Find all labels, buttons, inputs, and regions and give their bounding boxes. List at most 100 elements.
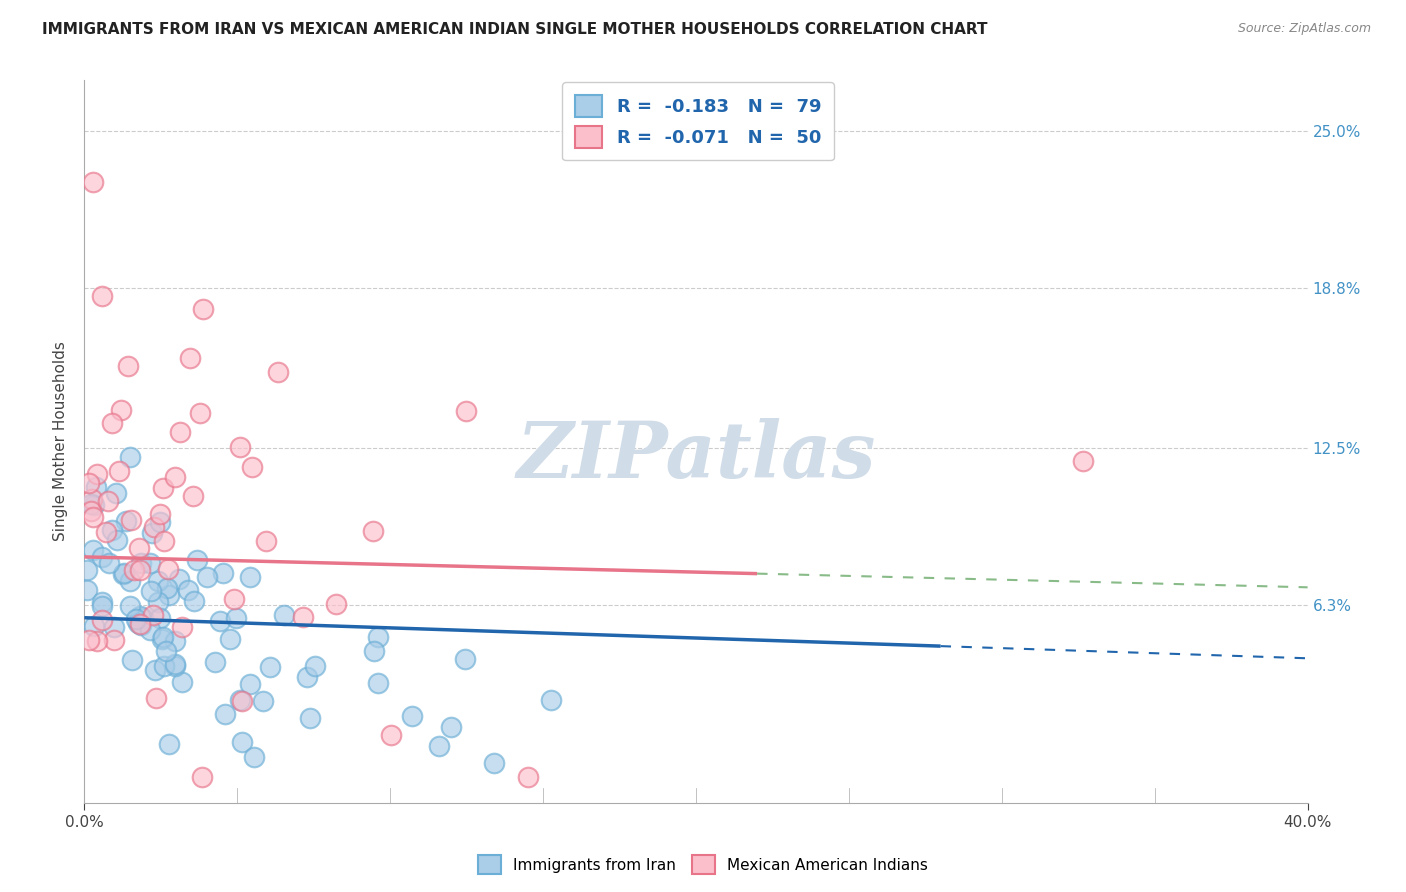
- Point: [127, 616, 149, 631]
- Point: [142, 520, 165, 534]
- Point: [219, 632, 242, 646]
- Point: [163, 469, 186, 483]
- Point: [157, 738, 180, 752]
- Point: [107, 464, 129, 478]
- Point: [91, 599, 114, 613]
- Point: [97, 494, 120, 508]
- Point: [125, 612, 148, 626]
- Point: [138, 556, 160, 570]
- Point: [103, 633, 125, 648]
- Point: [186, 553, 208, 567]
- Point: [118, 450, 141, 464]
- Point: [222, 592, 245, 607]
- Point: [142, 607, 165, 622]
- Point: [111, 567, 134, 582]
- Point: [152, 482, 174, 496]
- Point: [239, 570, 262, 584]
- Point: [163, 658, 186, 673]
- Point: [153, 533, 176, 548]
- Point: [212, 566, 235, 580]
- Point: [86, 467, 108, 481]
- Point: [325, 597, 347, 611]
- Point: [90, 549, 112, 564]
- Point: [91, 289, 114, 303]
- Point: [117, 359, 139, 374]
- Point: [197, 569, 219, 583]
- Point: [165, 657, 187, 671]
- Point: [83, 498, 105, 512]
- Point: [110, 402, 132, 417]
- Point: [169, 425, 191, 440]
- Point: [82, 175, 104, 189]
- Point: [139, 623, 162, 637]
- Point: [188, 406, 211, 420]
- Point: [363, 644, 385, 658]
- Point: [94, 525, 117, 540]
- Point: [101, 524, 124, 538]
- Point: [150, 632, 173, 647]
- Point: [454, 404, 477, 418]
- Point: [149, 507, 172, 521]
- Point: [516, 771, 538, 785]
- Point: [118, 599, 141, 614]
- Point: [179, 351, 201, 366]
- Point: [291, 610, 314, 624]
- Point: [112, 566, 135, 581]
- Text: ZIPatlas: ZIPatlas: [516, 417, 876, 494]
- Point: [170, 675, 193, 690]
- Point: [1071, 453, 1094, 467]
- Point: [97, 556, 120, 570]
- Point: [440, 720, 463, 734]
- Point: [131, 556, 153, 570]
- Point: [91, 613, 114, 627]
- Point: [141, 526, 163, 541]
- Point: [204, 656, 226, 670]
- Legend: R =  -0.183   N =  79, R =  -0.071   N =  50: R = -0.183 N = 79, R = -0.071 N = 50: [562, 82, 834, 161]
- Point: [145, 690, 167, 705]
- Point: [361, 524, 384, 539]
- Point: [259, 660, 281, 674]
- Point: [152, 630, 174, 644]
- Point: [231, 694, 253, 708]
- Point: [252, 693, 274, 707]
- Point: [243, 750, 266, 764]
- Point: [172, 620, 194, 634]
- Point: [295, 670, 318, 684]
- Text: Source: ZipAtlas.com: Source: ZipAtlas.com: [1237, 22, 1371, 36]
- Point: [229, 693, 252, 707]
- Point: [143, 663, 166, 677]
- Point: [177, 582, 200, 597]
- Point: [80, 497, 103, 511]
- Point: [146, 574, 169, 588]
- Point: [229, 440, 252, 454]
- Point: [128, 562, 150, 576]
- Point: [132, 611, 155, 625]
- Point: [120, 513, 142, 527]
- Point: [231, 734, 253, 748]
- Point: [427, 739, 450, 753]
- Point: [141, 583, 163, 598]
- Point: [76, 582, 98, 597]
- Point: [122, 564, 145, 578]
- Text: IMMIGRANTS FROM IRAN VS MEXICAN AMERICAN INDIAN SINGLE MOTHER HOUSEHOLDS CORRELA: IMMIGRANTS FROM IRAN VS MEXICAN AMERICAN…: [42, 22, 987, 37]
- Point: [155, 644, 177, 658]
- Point: [120, 574, 142, 588]
- Point: [129, 608, 152, 623]
- Point: [129, 616, 152, 631]
- Point: [77, 633, 100, 648]
- Point: [540, 693, 562, 707]
- Point: [146, 595, 169, 609]
- Point: [128, 541, 150, 555]
- Point: [304, 659, 326, 673]
- Legend: Immigrants from Iran, Mexican American Indians: Immigrants from Iran, Mexican American I…: [472, 849, 934, 880]
- Point: [103, 620, 125, 634]
- Point: [156, 562, 179, 576]
- Point: [163, 633, 186, 648]
- Point: [298, 711, 321, 725]
- Point: [152, 658, 174, 673]
- Point: [214, 706, 236, 721]
- Point: [83, 619, 105, 633]
- Point: [121, 652, 143, 666]
- Point: [82, 543, 104, 558]
- Point: [183, 489, 205, 503]
